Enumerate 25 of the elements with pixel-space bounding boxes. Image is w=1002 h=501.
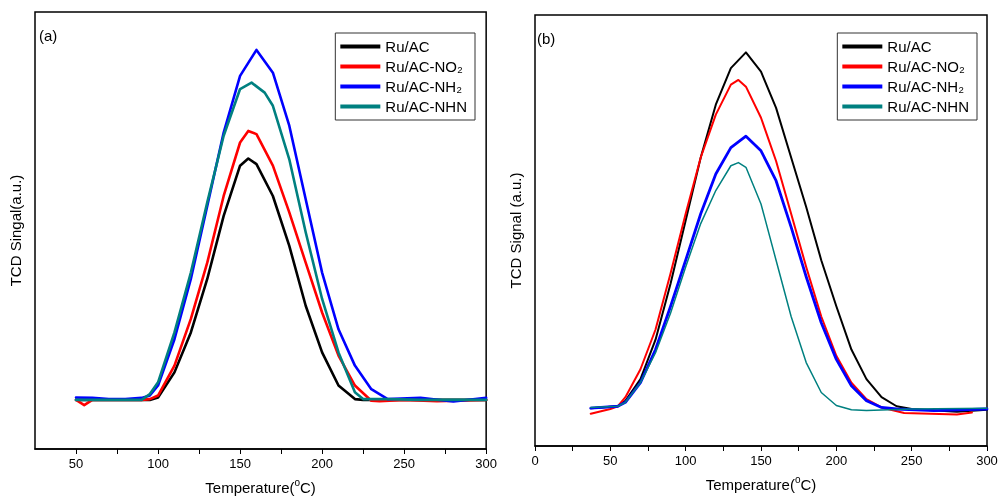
x-tick-label: 300	[475, 456, 498, 471]
x-tick-label: 50	[603, 453, 618, 468]
x-tick-label: 0	[531, 453, 539, 468]
legend-label: Ru/AC-NHN	[887, 98, 970, 115]
x-tick-label: 250	[393, 456, 415, 471]
x-tick-label: 100	[674, 453, 697, 468]
x-tick-label: 150	[750, 453, 772, 468]
text: (b)	[537, 30, 556, 47]
legend-label: Ru/AC-NH₂	[385, 78, 463, 95]
x-tick-label: 250	[900, 453, 923, 468]
x-tick-label: 150	[229, 456, 251, 471]
y-axis-title: TCD Signal (a.u.)	[507, 172, 524, 289]
x-tick-label: 200	[311, 456, 333, 471]
y-axis-title: TCD Singal(a.u.)	[7, 174, 24, 287]
x-tick-label: 50	[68, 456, 84, 471]
legend-label: Ru/AC-NHN	[385, 98, 468, 115]
legend-label: Ru/AC	[385, 38, 430, 55]
legend-label: Ru/AC	[887, 38, 932, 55]
x-tick-label: 100	[147, 456, 169, 471]
text: (a)	[39, 27, 58, 44]
legend-label: Ru/AC-NO₂	[887, 58, 965, 75]
legend-label: Ru/AC-NH₂	[887, 78, 965, 95]
x-tick-label: 300	[976, 453, 998, 468]
x-tick-label: 200	[825, 453, 848, 468]
legend-label: Ru/AC-NO₂	[385, 58, 463, 75]
